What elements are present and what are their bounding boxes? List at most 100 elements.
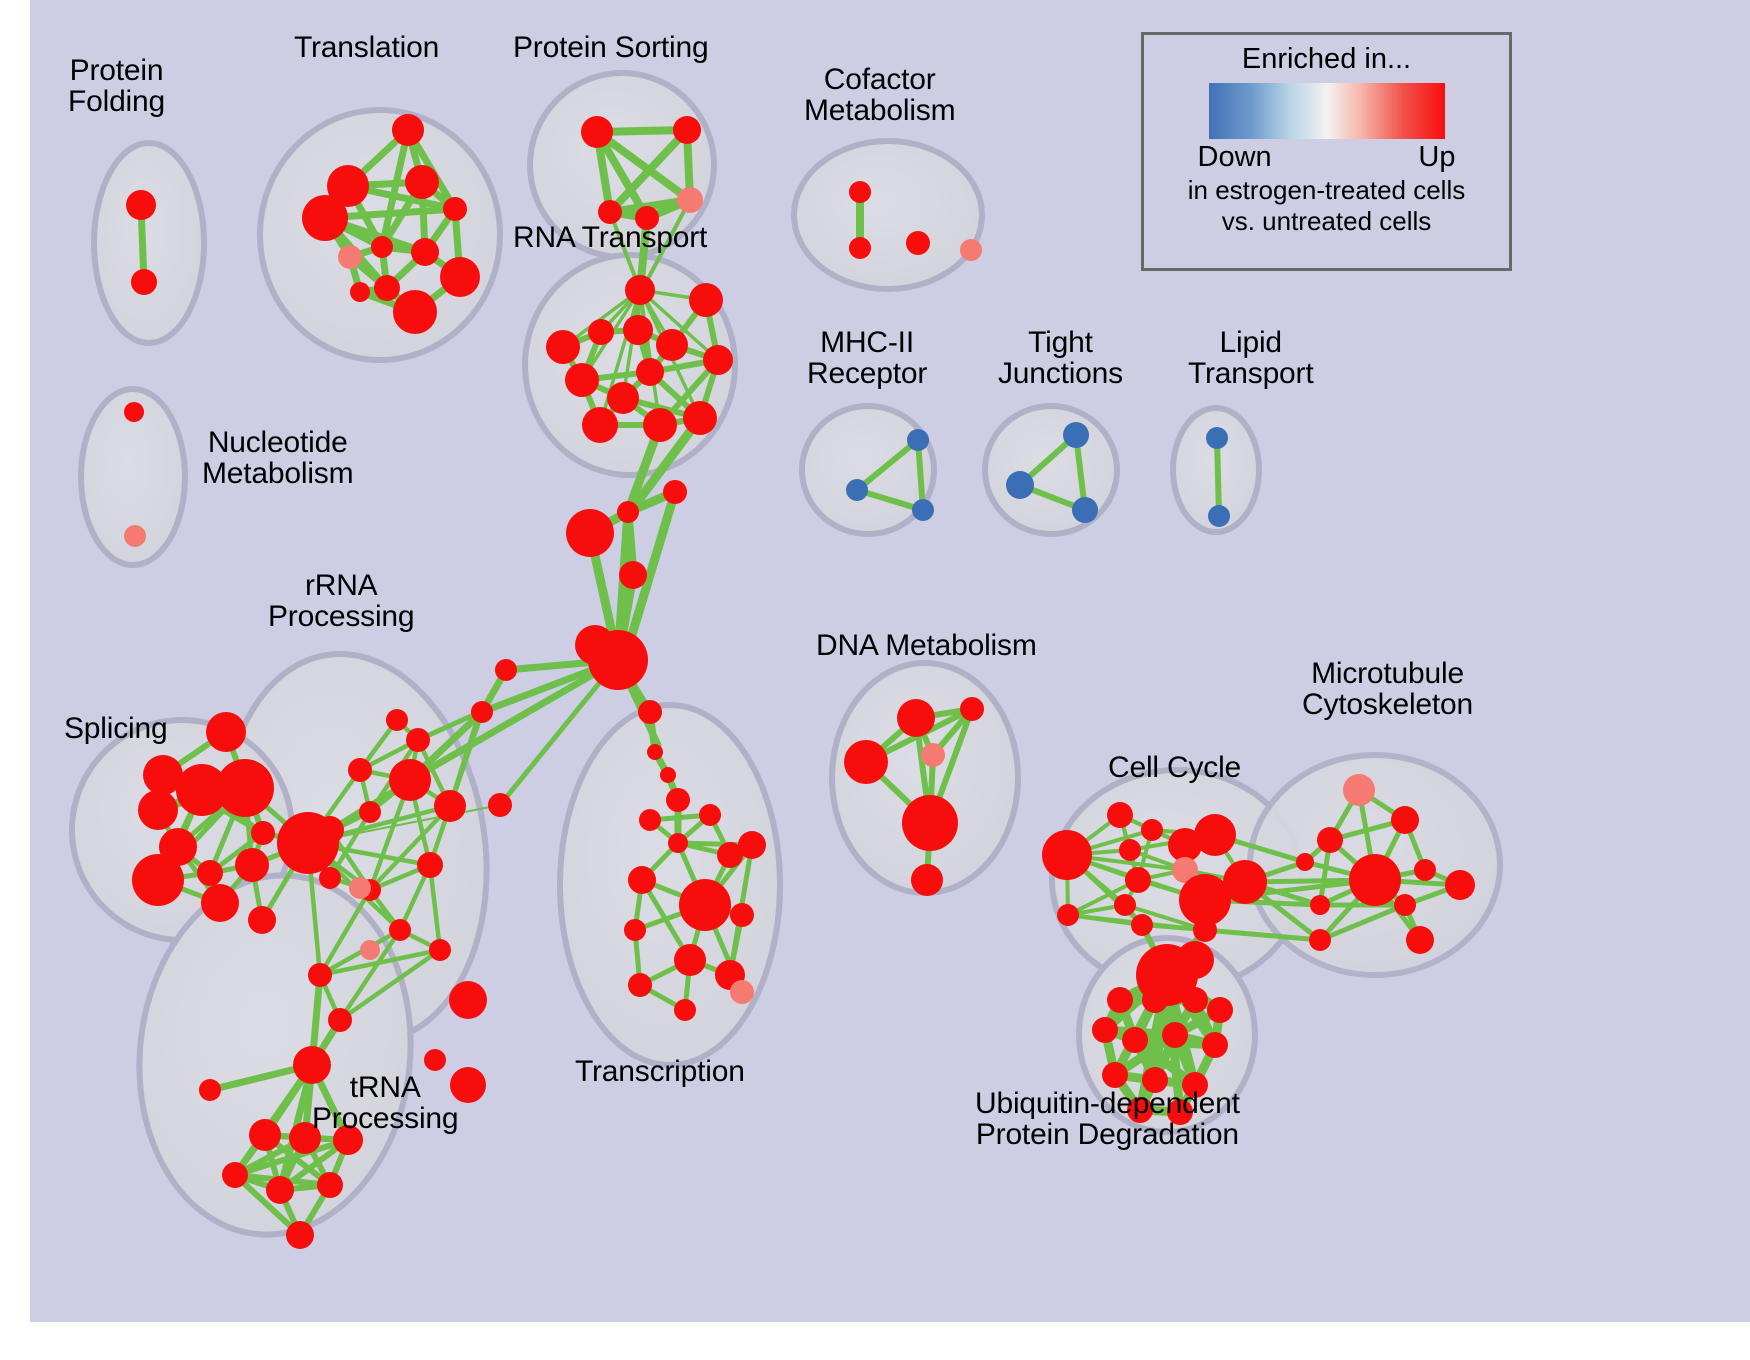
node bbox=[1406, 926, 1434, 954]
node bbox=[1414, 859, 1436, 881]
hull-protein-folding bbox=[91, 140, 207, 346]
node bbox=[677, 187, 703, 213]
node bbox=[333, 1125, 363, 1155]
node bbox=[902, 795, 958, 851]
node bbox=[327, 165, 369, 207]
node bbox=[417, 852, 443, 878]
node bbox=[643, 408, 677, 442]
node bbox=[921, 743, 945, 767]
node bbox=[1142, 987, 1168, 1013]
node bbox=[393, 290, 437, 334]
node bbox=[1114, 894, 1136, 916]
node bbox=[1207, 997, 1233, 1023]
node bbox=[124, 525, 146, 547]
cluster-label-transcription: Transcription bbox=[575, 1055, 745, 1088]
node bbox=[617, 501, 639, 523]
node bbox=[575, 625, 615, 665]
node bbox=[1206, 427, 1228, 449]
node bbox=[302, 195, 348, 241]
node bbox=[588, 319, 614, 345]
node bbox=[546, 330, 580, 364]
node bbox=[249, 1119, 281, 1151]
node bbox=[699, 804, 721, 826]
node bbox=[124, 402, 144, 422]
node bbox=[1182, 987, 1208, 1013]
node bbox=[565, 363, 599, 397]
node bbox=[912, 499, 934, 521]
node bbox=[1202, 1032, 1228, 1058]
node bbox=[1394, 894, 1416, 916]
node bbox=[1107, 987, 1133, 1013]
node bbox=[389, 919, 411, 941]
node bbox=[132, 854, 184, 906]
cluster-label-rrna-processing: rRNA Processing bbox=[268, 569, 415, 634]
node bbox=[277, 812, 339, 874]
node bbox=[405, 165, 439, 199]
node bbox=[374, 275, 400, 301]
node bbox=[849, 181, 871, 203]
node bbox=[350, 282, 370, 302]
node bbox=[1445, 870, 1475, 900]
node bbox=[638, 700, 662, 724]
node bbox=[286, 1221, 314, 1249]
node bbox=[206, 712, 246, 752]
legend-caption-line1: in estrogen-treated cells bbox=[1187, 175, 1466, 205]
node bbox=[338, 245, 362, 269]
network-nodes bbox=[124, 114, 1475, 1249]
node bbox=[371, 236, 393, 258]
node bbox=[1006, 471, 1034, 499]
node bbox=[663, 480, 687, 504]
node bbox=[235, 848, 269, 882]
node bbox=[406, 728, 430, 752]
legend-caption-line2: vs. untreated cells bbox=[1221, 206, 1432, 237]
node bbox=[386, 709, 408, 731]
node bbox=[1042, 830, 1092, 880]
node bbox=[197, 860, 223, 886]
node bbox=[625, 275, 655, 305]
node bbox=[897, 699, 935, 737]
node bbox=[1092, 1017, 1118, 1043]
node bbox=[1057, 904, 1079, 926]
node bbox=[660, 767, 676, 783]
node bbox=[911, 864, 943, 896]
node bbox=[1179, 874, 1231, 926]
node bbox=[126, 190, 156, 220]
node bbox=[683, 401, 717, 435]
cluster-label-cell-cycle: Cell Cycle bbox=[1108, 751, 1242, 784]
node bbox=[668, 833, 688, 853]
node bbox=[293, 1046, 331, 1084]
node bbox=[730, 903, 754, 927]
node bbox=[624, 919, 646, 941]
node bbox=[1193, 918, 1217, 942]
node bbox=[308, 963, 332, 987]
node bbox=[1167, 1099, 1193, 1125]
cluster-label-rna-transport: RNA Transport bbox=[513, 221, 708, 254]
node bbox=[623, 315, 653, 345]
node bbox=[628, 973, 652, 997]
node bbox=[844, 740, 888, 784]
enrichment-legend: Enriched in... Down Up in estrogen-treat… bbox=[1141, 32, 1512, 271]
node bbox=[348, 758, 372, 782]
legend-color-gradient-bar bbox=[1208, 83, 1445, 139]
node bbox=[429, 939, 451, 961]
legend-endpoint-labels: Down Up bbox=[1198, 141, 1456, 174]
legend-low-label: Down bbox=[1197, 141, 1272, 173]
node bbox=[1172, 857, 1198, 883]
node bbox=[1131, 914, 1153, 936]
cluster-label-dna-metabolism: DNA Metabolism bbox=[816, 629, 1037, 662]
node bbox=[703, 345, 733, 375]
node bbox=[738, 831, 766, 859]
node bbox=[389, 759, 431, 801]
cluster-label-tight-junctions: Tight Junctions bbox=[998, 326, 1123, 391]
node bbox=[434, 790, 466, 822]
node bbox=[443, 197, 467, 221]
node bbox=[960, 697, 984, 721]
node bbox=[1310, 895, 1330, 915]
node bbox=[222, 1162, 248, 1188]
node bbox=[143, 755, 183, 795]
node bbox=[639, 809, 661, 831]
node bbox=[1194, 814, 1236, 856]
node bbox=[359, 801, 381, 823]
node bbox=[656, 329, 688, 361]
